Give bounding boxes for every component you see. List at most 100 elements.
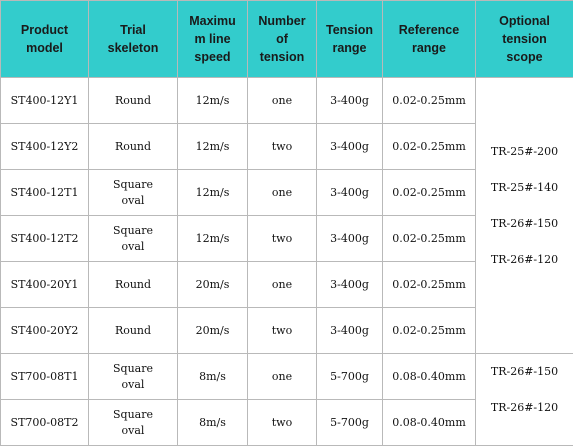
cell-trial-skeleton-text: Round <box>115 140 151 153</box>
cell-max-line-speed: 12m/s <box>178 216 248 262</box>
cell-max-line-speed-text: 12m/s <box>196 94 230 107</box>
cell-tension-range: 5-700g <box>317 400 383 446</box>
cell-product-model: ST400-20Y1 <box>1 262 89 308</box>
cell-trial-skeleton-text: Round <box>115 94 151 107</box>
header-tension-range: Tension range <box>317 1 383 78</box>
cell-reference-range-text: 0.02-0.25mm <box>392 140 466 153</box>
optional-tensioner-item: TR-26#-120 <box>476 252 573 268</box>
header-reference-range: Reference range <box>383 1 476 78</box>
cell-tension-range: 3-400g <box>317 124 383 170</box>
cell-tension-range: 3-400g <box>317 78 383 124</box>
cell-number-of-tension: two <box>248 400 317 446</box>
cell-reference-range: 0.02-0.25mm <box>383 78 476 124</box>
cell-product-model-text: ST400-20Y2 <box>11 324 79 337</box>
optional-tensioner-item: TR-26#-150 <box>476 216 573 232</box>
cell-reference-range-text: 0.02-0.25mm <box>392 186 466 199</box>
cell-number-of-tension-text: two <box>272 324 292 337</box>
cell-product-model: ST400-20Y2 <box>1 308 89 354</box>
cell-reference-range: 0.02-0.25mm <box>383 262 476 308</box>
cell-product-model-text: ST700-08T1 <box>11 370 79 383</box>
cell-max-line-speed: 8m/s <box>178 354 248 400</box>
cell-tension-range-text: 3-400g <box>330 186 369 199</box>
cell-reference-range-text: 0.02-0.25mm <box>392 278 466 291</box>
cell-number-of-tension: one <box>248 262 317 308</box>
cell-tension-range: 3-400g <box>317 216 383 262</box>
cell-max-line-speed-text: 8m/s <box>199 416 226 429</box>
cell-reference-range-text: 0.02-0.25mm <box>392 232 466 245</box>
header-number-of-tension: Number of tension <box>248 1 317 78</box>
cell-tension-range-text: 3-400g <box>330 94 369 107</box>
cell-tension-range-text: 3-400g <box>330 324 369 337</box>
optional-tensioner-item: TR-25#-140 <box>476 180 573 196</box>
cell-tension-range: 3-400g <box>317 308 383 354</box>
table-row: ST400-12Y1 Round 12m/s one 3-400g 0.02-0.25mm… <box>1 78 573 124</box>
cell-trial-skeleton-text: Square oval <box>113 408 153 437</box>
cell-number-of-tension: one <box>248 354 317 400</box>
cell-trial-skeleton-text: Square oval <box>113 224 153 253</box>
cell-product-model-text: ST400-12T2 <box>11 232 79 245</box>
cell-tension-range-text: 5-700g <box>330 370 369 383</box>
cell-number-of-tension-text: one <box>272 370 292 383</box>
cell-max-line-speed: 20m/s <box>178 308 248 354</box>
cell-number-of-tension-text: one <box>272 278 292 291</box>
optional-tensioner-item: TR-26#-120 <box>476 400 573 416</box>
cell-product-model: ST400-12T1 <box>1 170 89 216</box>
cell-trial-skeleton: Round <box>89 124 178 170</box>
cell-trial-skeleton-text: Square oval <box>113 362 153 391</box>
cell-reference-range: 0.02-0.25mm <box>383 308 476 354</box>
cell-reference-range: 0.02-0.25mm <box>383 124 476 170</box>
cell-number-of-tension: one <box>248 170 317 216</box>
cell-trial-skeleton: Round <box>89 308 178 354</box>
cell-product-model: ST400-12Y2 <box>1 124 89 170</box>
cell-product-model: ST700-08T2 <box>1 400 89 446</box>
cell-trial-skeleton: Round <box>89 262 178 308</box>
cell-product-model-text: ST400-12T1 <box>11 186 79 199</box>
cell-reference-range: 0.08-0.40mm <box>383 400 476 446</box>
cell-max-line-speed-text: 8m/s <box>199 370 226 383</box>
cell-trial-skeleton: Square oval <box>89 170 178 216</box>
table-row: ST700-08T1 Square oval 8m/s one 5-700g 0.08-0… <box>1 354 573 400</box>
cell-reference-range-text: 0.02-0.25mm <box>392 324 466 337</box>
cell-number-of-tension: two <box>248 308 317 354</box>
cell-number-of-tension-text: two <box>272 140 292 153</box>
cell-tension-range-text: 3-400g <box>330 278 369 291</box>
cell-number-of-tension: two <box>248 216 317 262</box>
cell-reference-range-text: 0.08-0.40mm <box>392 370 466 383</box>
cell-tension-range-text: 3-400g <box>330 232 369 245</box>
cell-max-line-speed-text: 20m/s <box>196 278 230 291</box>
cell-trial-skeleton: Square oval <box>89 216 178 262</box>
cell-trial-skeleton: Square oval <box>89 400 178 446</box>
header-product-model: Product model <box>1 1 89 78</box>
optional-tensioner-item: TR-26#-150 <box>476 364 573 380</box>
cell-max-line-speed-text: 12m/s <box>196 140 230 153</box>
cell-trial-skeleton-text: Round <box>115 278 151 291</box>
cell-reference-range: 0.02-0.25mm <box>383 170 476 216</box>
cell-product-model-text: ST400-12Y1 <box>11 94 79 107</box>
cell-trial-skeleton-text: Round <box>115 324 151 337</box>
cell-tension-range: 5-700g <box>317 354 383 400</box>
cell-trial-skeleton: Round <box>89 78 178 124</box>
header-trial-skeleton: Trial skeleton <box>89 1 178 78</box>
cell-reference-range: 0.02-0.25mm <box>383 216 476 262</box>
cell-trial-skeleton-text: Square oval <box>113 178 153 207</box>
cell-number-of-tension: one <box>248 78 317 124</box>
cell-product-model: ST400-12T2 <box>1 216 89 262</box>
cell-max-line-speed: 12m/s <box>178 124 248 170</box>
cell-number-of-tension: two <box>248 124 317 170</box>
cell-trial-skeleton: Square oval <box>89 354 178 400</box>
cell-reference-range-text: 0.08-0.40mm <box>392 416 466 429</box>
cell-product-model-text: ST400-12Y2 <box>11 140 79 153</box>
header-max-line-speed: Maximu m line speed <box>178 1 248 78</box>
cell-number-of-tension-text: one <box>272 94 292 107</box>
cell-reference-range-text: 0.02-0.25mm <box>392 94 466 107</box>
cell-product-model: ST700-08T1 <box>1 354 89 400</box>
cell-max-line-speed-text: 12m/s <box>196 186 230 199</box>
cell-tension-range-text: 5-700g <box>330 416 369 429</box>
cell-tension-range-text: 3-400g <box>330 140 369 153</box>
cell-product-model-text: ST700-08T2 <box>11 416 79 429</box>
cell-product-model-text: ST400-20Y1 <box>11 278 79 291</box>
cell-number-of-tension-text: one <box>272 186 292 199</box>
cell-max-line-speed: 20m/s <box>178 262 248 308</box>
